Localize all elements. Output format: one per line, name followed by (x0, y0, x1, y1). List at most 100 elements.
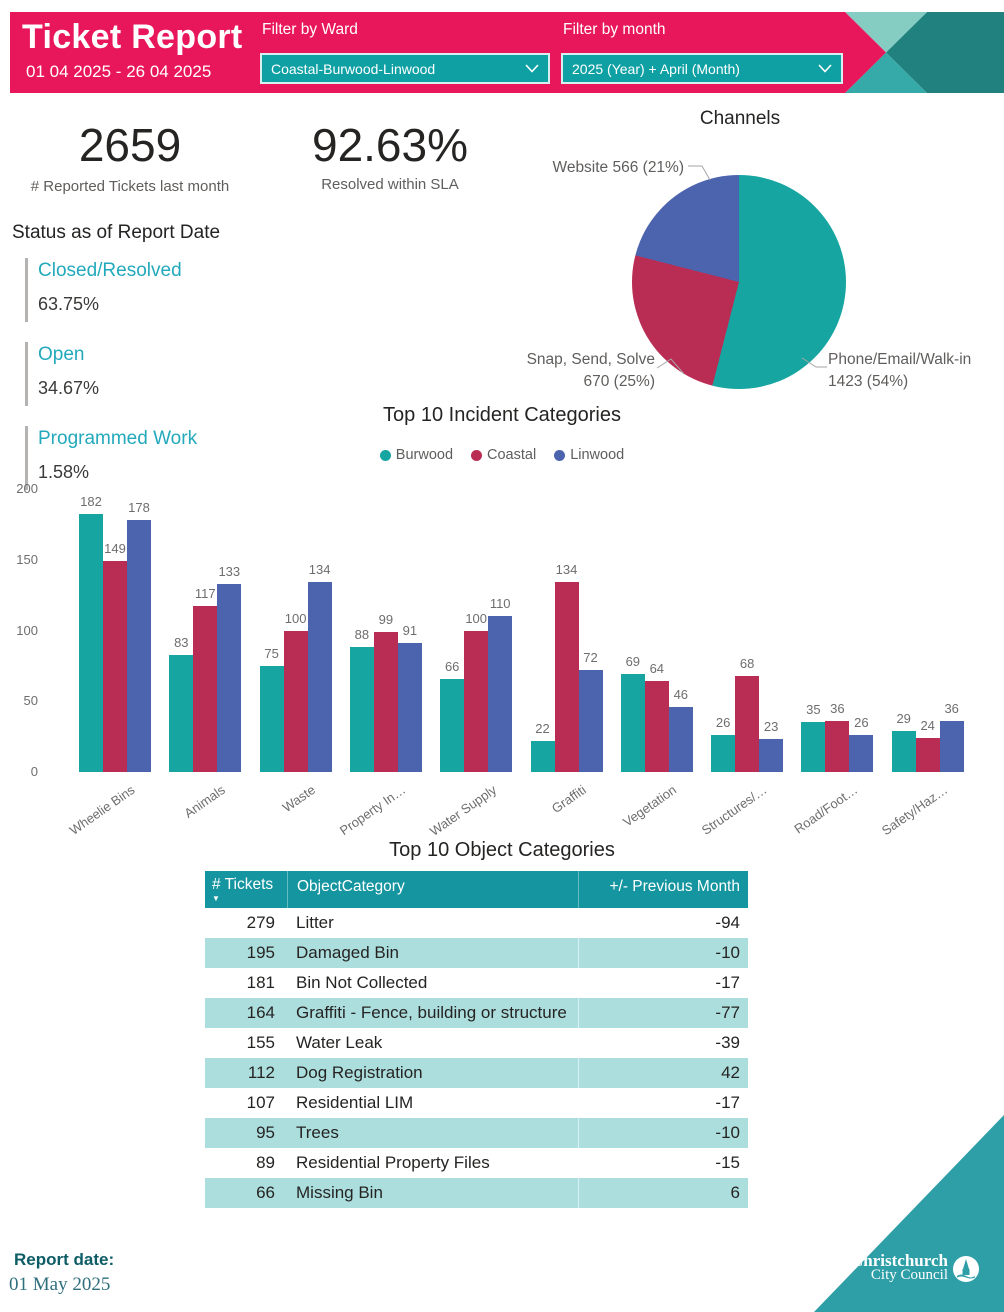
bar-value-label: 29 (896, 710, 911, 726)
bar-linwood-4[interactable] (488, 616, 513, 772)
bar-linwood-2[interactable] (307, 582, 332, 772)
cell-tickets: 107 (246, 1093, 275, 1112)
x-axis-category-label: Structures/… (698, 782, 770, 838)
bar-value-label: 182 (80, 494, 102, 510)
bar-linwood-0[interactable] (127, 520, 151, 772)
y-axis-tick-label: 0 (30, 764, 38, 779)
cell-tickets: 89 (256, 1153, 275, 1172)
month-filter-dropdown[interactable]: 2025 (Year) + April (Month) (561, 53, 843, 84)
bar-coastal-3[interactable] (373, 631, 398, 772)
bar-burwood-9[interactable] (891, 730, 916, 772)
table-row[interactable]: 95 Trees -10 (205, 1118, 748, 1148)
bar-coastal-6[interactable] (644, 681, 669, 772)
legend-label: Coastal (487, 447, 537, 463)
pie-label-snap: Snap, Send, Solve 670 (25%) (526, 351, 655, 390)
chevron-down-icon (525, 64, 539, 73)
table-row[interactable]: 195 Damaged Bin -10 (205, 938, 748, 968)
status-section-title: Status as of Report Date (12, 222, 221, 243)
table-row[interactable]: 164 Graffiti - Fence, building or structu… (205, 998, 748, 1028)
bar-linwood-1[interactable] (217, 583, 242, 772)
legend-item-linwood[interactable]: Linwood (554, 447, 624, 463)
table-row[interactable]: 112 Dog Registration 42 (205, 1058, 748, 1088)
x-axis-category-label: Waste (279, 782, 319, 816)
column-header-previous-month[interactable]: +/- Previous Month (578, 871, 748, 908)
cell-tickets: 66 (256, 1183, 275, 1202)
bar-linwood-8[interactable] (849, 735, 874, 772)
ward-filter-value: Coastal-Burwood-Linwood (271, 60, 436, 77)
legend-dot-icon (379, 449, 391, 461)
bar-linwood-6[interactable] (668, 706, 693, 772)
bar-burwood-3[interactable] (349, 647, 374, 772)
bar-linwood-7[interactable] (759, 739, 784, 772)
x-axis-category-label: Graffiti (549, 782, 590, 817)
incident-chart-title: Top 10 Incident Categories (383, 404, 621, 426)
y-axis-tick-label: 200 (16, 481, 38, 496)
pie-leader-lines (656, 165, 827, 375)
bar-burwood-5[interactable] (530, 740, 555, 772)
sort-descending-icon: ▼ (212, 894, 220, 903)
bar-coastal-1[interactable] (193, 606, 218, 772)
table-row[interactable]: 107 Residential LIM -17 (205, 1088, 748, 1118)
cell-objectcategory: Dog Registration (296, 1063, 423, 1082)
bar-linwood-9[interactable] (939, 721, 964, 772)
column-header-tickets[interactable]: # Tickets ▼ (205, 871, 287, 908)
table-row[interactable]: 66 Missing Bin 6 (205, 1178, 748, 1208)
bar-coastal-9[interactable] (915, 738, 940, 772)
cell-tickets: 181 (246, 973, 275, 992)
x-axis-category-label: Safety/Haz… (878, 782, 951, 839)
status-open-value: 34.67% (38, 378, 100, 398)
legend-item-coastal[interactable]: Coastal (471, 447, 536, 463)
bar-linwood-5[interactable] (578, 670, 603, 772)
bar-value-label: 69 (625, 654, 641, 670)
channels-pie[interactable] (632, 175, 846, 389)
bar-coastal-8[interactable] (825, 721, 850, 772)
bar-burwood-8[interactable] (801, 722, 826, 772)
bar-coastal-2[interactable] (283, 630, 308, 772)
kpi-reported-tickets-label: # Reported Tickets last month (30, 178, 230, 195)
x-axis-category-label: Vegetation (620, 782, 680, 830)
bar-burwood-7[interactable] (711, 735, 736, 772)
cell-previous-month: -10 (578, 1118, 748, 1148)
cell-tickets: 279 (246, 913, 275, 932)
object-table-title: Top 10 Object Categories (389, 839, 615, 861)
status-item-marker (25, 426, 28, 490)
legend-label: Burwood (395, 447, 454, 463)
x-axis-category-label: Property In… (337, 782, 409, 839)
bar-coastal-4[interactable] (464, 630, 489, 772)
incident-chart-legend: Burwood Coastal Linwood (252, 447, 752, 463)
bar-burwood-0[interactable] (79, 514, 103, 772)
filter-month-label: Filter by month (563, 21, 666, 38)
cell-objectcategory: Bin Not Collected (296, 973, 428, 992)
bar-burwood-4[interactable] (440, 678, 465, 772)
ward-filter-dropdown[interactable]: Coastal-Burwood-Linwood (260, 53, 550, 84)
bar-value-label: 110 (489, 596, 511, 612)
legend-item-burwood[interactable]: Burwood (379, 447, 454, 463)
cell-previous-month: -17 (578, 1088, 748, 1118)
bar-linwood-3[interactable] (397, 643, 422, 772)
table-row[interactable]: 181 Bin Not Collected -17 (205, 968, 748, 998)
cell-previous-month: 42 (578, 1058, 748, 1088)
cell-tickets: 164 (246, 1003, 275, 1022)
bar-coastal-7[interactable] (735, 675, 760, 772)
header-corner-decoration (845, 12, 1004, 93)
bar-value-label: 178 (128, 500, 150, 516)
bar-burwood-1[interactable] (169, 654, 194, 772)
bar-coastal-5[interactable] (554, 582, 579, 772)
column-header-label: # Tickets (212, 876, 274, 893)
bar-burwood-6[interactable] (620, 674, 645, 772)
table-row[interactable]: 155 Water Leak -39 (205, 1028, 748, 1058)
table-row[interactable]: 279 Litter -94 (205, 908, 748, 938)
bar-burwood-2[interactable] (259, 665, 284, 772)
table-row[interactable]: 89 Residential Property Files -15 (205, 1148, 748, 1178)
cell-tickets: 95 (256, 1123, 275, 1142)
bar-value-label: 134 (308, 562, 331, 578)
page-title: Ticket Report (22, 18, 243, 56)
y-axis-tick-label: 150 (16, 551, 38, 567)
chevron-down-icon (818, 64, 832, 73)
cell-previous-month: -15 (578, 1148, 748, 1178)
x-axis-category-label: Animals (181, 782, 228, 821)
council-logo-line1: Christchurch (851, 1251, 948, 1270)
bar-coastal-0[interactable] (103, 561, 127, 772)
column-header-objectcategory[interactable]: ObjectCategory (287, 871, 578, 908)
